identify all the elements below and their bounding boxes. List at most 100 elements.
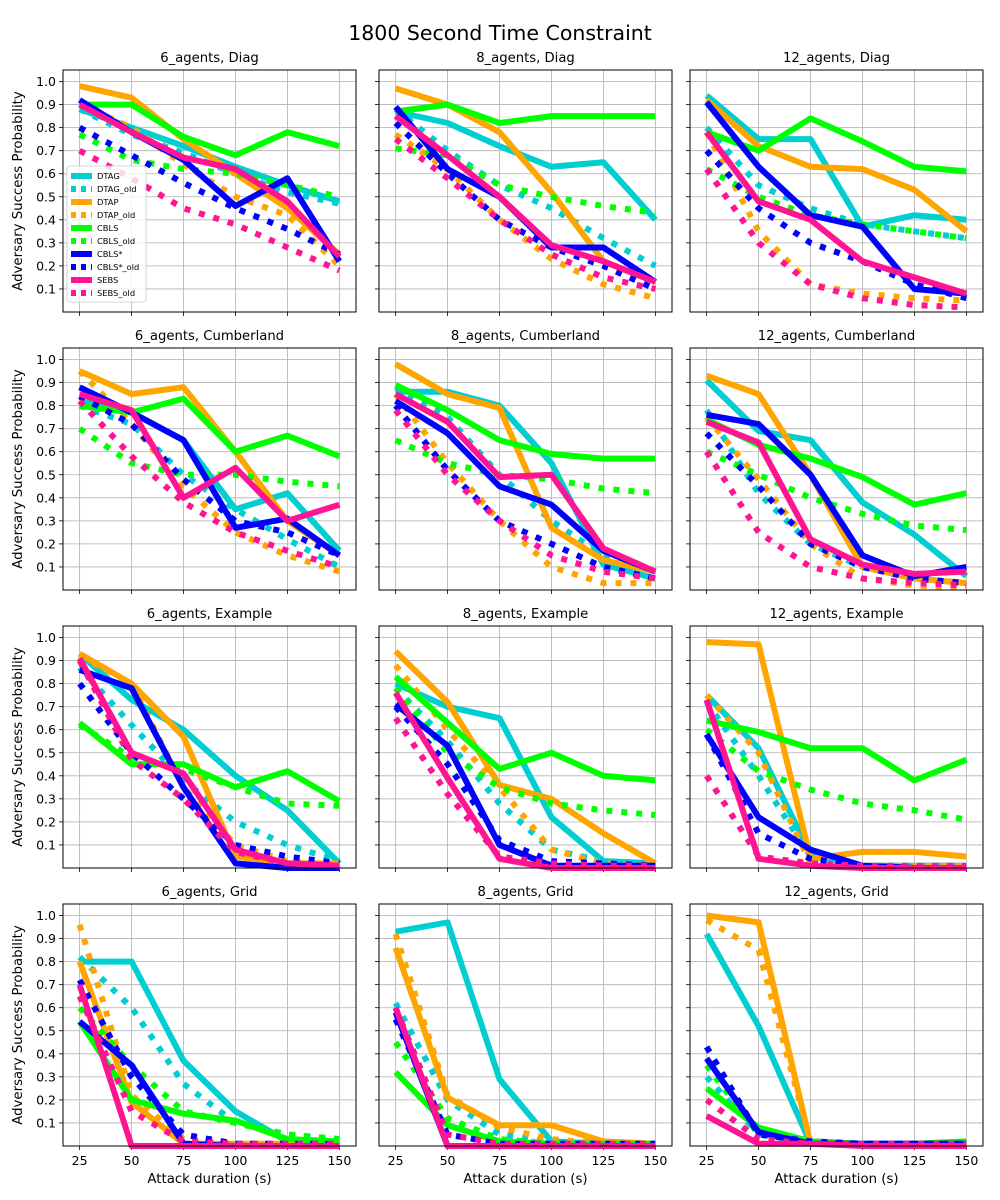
series-line-dtap-old	[705, 917, 967, 1147]
series-line-cblsstar-old	[393, 120, 657, 292]
x-tick-label: 150	[327, 1153, 351, 1168]
subplot-title: 8_agents, Cumberland	[451, 329, 600, 344]
y-tick-label: 0.7	[36, 977, 56, 992]
y-tick-label: 0.2	[36, 814, 56, 829]
legend-label: CBLS_old	[97, 236, 135, 246]
y-tick-label: 0.8	[36, 120, 56, 135]
subplot: 6_agents, Example 0.1 0.2 0.3 0.4 0.5 0.6 0.7 0.…	[11, 607, 357, 872]
y-tick-label: 0.5	[36, 1023, 56, 1038]
series-line-dtap-old	[393, 132, 657, 302]
y-tick-label: 1.0	[36, 908, 56, 923]
series-group	[703, 93, 969, 311]
x-axis-label: Attack duration (s)	[147, 1172, 271, 1187]
series-line-dtag-old	[393, 106, 657, 269]
y-tick-label: 0.9	[36, 97, 56, 112]
series-line-cblsstar-old	[393, 403, 657, 582]
y-tick-label: 0.6	[36, 166, 56, 181]
y-tick-label: 0.4	[36, 212, 56, 227]
series-line-sebs-old	[704, 450, 967, 589]
series-line-cbls	[395, 101, 656, 126]
subplot-title: 8_agents, Grid	[477, 885, 573, 900]
x-tick-label: 100	[540, 1153, 564, 1168]
gridlines	[690, 348, 983, 590]
y-tick-label: 0.7	[36, 143, 56, 158]
subplot: 6_agents, Cumberland 0.1 0.2 0.3 0.4 0.5 0.6 0.…	[11, 329, 357, 594]
series-line-cblsstar-old	[77, 681, 340, 867]
x-tick-label: 150	[643, 1153, 667, 1168]
y-tick-label: 0.3	[36, 791, 56, 806]
y-tick-label: 0.6	[36, 444, 56, 459]
x-tick-label: 100	[224, 1153, 248, 1168]
subplot: 12_agents, Diag	[686, 51, 984, 316]
series-line-cbls	[393, 674, 656, 784]
x-tick-label: 125	[275, 1153, 299, 1168]
axes-frame	[62, 69, 357, 313]
subplot: 12_agents, Cumberland	[686, 329, 984, 594]
x-tick-label: 125	[902, 1153, 926, 1168]
y-axis-label: Adversary Success Probability	[11, 925, 26, 1125]
series-line-dtap	[393, 649, 657, 866]
legend-label: SEBS_old	[97, 288, 135, 298]
y-tick-label: 0.2	[36, 1092, 56, 1107]
series-line-dtap	[394, 361, 657, 575]
subplot: 6_agents, Diag 0.1 0.2 0.3 0.4 0.5 0.6 0.7 0.8 0.…	[11, 51, 357, 316]
series-line-sebs-old	[76, 994, 340, 1147]
y-tick-label: 0.6	[36, 1000, 56, 1015]
figure-title: 1800 Second Time Constraint	[348, 21, 652, 45]
axes-frame	[689, 69, 984, 313]
x-axis-label: Attack duration (s)	[463, 1172, 587, 1187]
subplot: 8_agents, Cumberland	[375, 329, 673, 594]
legend-label: CBLS	[97, 223, 118, 233]
series-line-sebs-old	[704, 1097, 967, 1147]
y-tick-label: 0.3	[36, 1069, 56, 1084]
legend-label: SEBS	[97, 275, 118, 285]
series-line-dtap-old	[77, 368, 341, 575]
x-tick-label: 75	[803, 1153, 819, 1168]
series-line-cbls-old	[78, 131, 341, 200]
series-line-dtap	[704, 97, 969, 234]
series-line-cbls-old	[393, 686, 656, 818]
axes-frame	[378, 625, 673, 869]
y-tick-label: 0.1	[36, 281, 56, 296]
x-tick-label: 50	[751, 1153, 767, 1168]
subplot: 12_agents, Example	[686, 607, 984, 872]
series-line-sebs-old	[704, 167, 967, 311]
subplot-title: 8_agents, Example	[463, 607, 589, 622]
gridlines	[690, 626, 983, 868]
y-tick-label: 0.2	[36, 536, 56, 551]
subplot-title: 12_agents, Cumberland	[758, 329, 916, 344]
y-tick-label: 0.7	[36, 421, 56, 436]
subplot-title: 8_agents, Diag	[476, 51, 575, 66]
y-tick-label: 0.4	[36, 490, 56, 505]
y-tick-label: 1.0	[36, 630, 56, 645]
axes-frame	[62, 625, 357, 869]
x-tick-label: 50	[440, 1153, 456, 1168]
series-line-dtag-old	[77, 665, 341, 864]
y-tick-label: 0.4	[36, 1046, 56, 1061]
series-line-cblsstar-old	[704, 431, 967, 587]
y-tick-label: 1.0	[36, 352, 56, 367]
axes-frame	[689, 903, 984, 1147]
gridlines	[63, 904, 356, 1146]
subplot-title: 6_agents, Grid	[161, 885, 257, 900]
series-group	[704, 372, 969, 591]
y-tick-label: 1.0	[36, 74, 56, 89]
axes-frame	[689, 625, 984, 869]
series-line-cblsstar	[704, 100, 967, 297]
series-line-cbls	[705, 115, 967, 175]
series-line-cbls	[394, 382, 656, 462]
y-tick-label: 0.6	[36, 722, 56, 737]
series-line-dtap-old	[393, 392, 656, 587]
series-line-sebs-old	[77, 398, 341, 570]
y-tick-label: 0.8	[36, 398, 56, 413]
gridlines	[690, 904, 983, 1146]
subplot: 8_agents, Diag	[375, 51, 673, 316]
series-line-cbls	[77, 720, 341, 804]
series-line-cbls	[79, 101, 341, 159]
subplot: 8_agents, Example	[375, 607, 673, 872]
series-group	[393, 649, 657, 871]
series-line-dtag	[704, 93, 967, 230]
x-tick-label: 75	[176, 1153, 192, 1168]
y-tick-label: 0.1	[36, 559, 56, 574]
